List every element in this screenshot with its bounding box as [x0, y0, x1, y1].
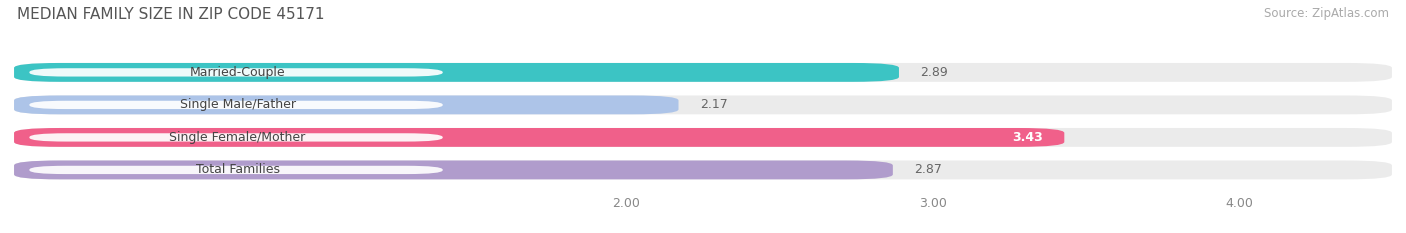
FancyBboxPatch shape	[30, 101, 443, 109]
FancyBboxPatch shape	[30, 166, 443, 174]
Text: Single Female/Mother: Single Female/Mother	[170, 131, 305, 144]
Text: Source: ZipAtlas.com: Source: ZipAtlas.com	[1264, 7, 1389, 20]
FancyBboxPatch shape	[14, 161, 1392, 179]
FancyBboxPatch shape	[30, 133, 443, 142]
Text: 3.43: 3.43	[1012, 131, 1043, 144]
Text: MEDIAN FAMILY SIZE IN ZIP CODE 45171: MEDIAN FAMILY SIZE IN ZIP CODE 45171	[17, 7, 325, 22]
FancyBboxPatch shape	[14, 63, 1392, 82]
Text: Single Male/Father: Single Male/Father	[180, 98, 295, 111]
FancyBboxPatch shape	[14, 63, 898, 82]
Text: Married-Couple: Married-Couple	[190, 66, 285, 79]
FancyBboxPatch shape	[14, 161, 893, 179]
Text: 2.89: 2.89	[921, 66, 948, 79]
Text: Total Families: Total Families	[195, 163, 280, 176]
Text: 2.17: 2.17	[700, 98, 728, 111]
FancyBboxPatch shape	[14, 128, 1064, 147]
FancyBboxPatch shape	[14, 96, 679, 114]
Text: 2.87: 2.87	[914, 163, 942, 176]
FancyBboxPatch shape	[30, 68, 443, 77]
FancyBboxPatch shape	[14, 128, 1392, 147]
FancyBboxPatch shape	[14, 96, 1392, 114]
